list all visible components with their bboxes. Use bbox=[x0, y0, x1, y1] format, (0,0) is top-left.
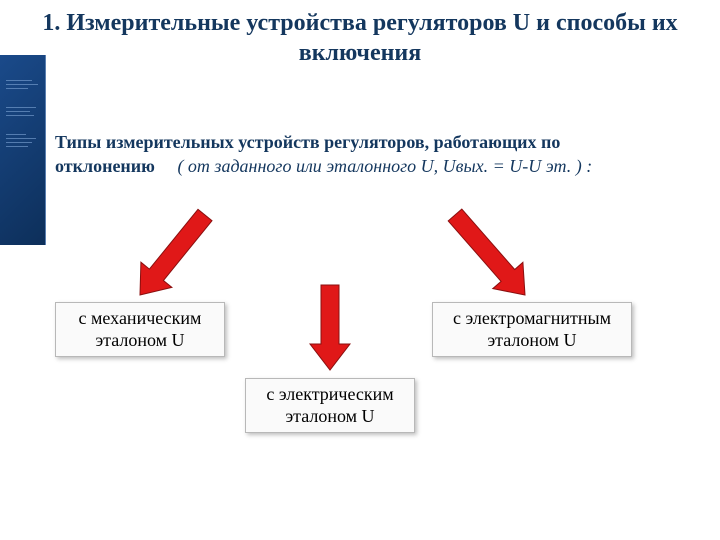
arrow-middle bbox=[310, 285, 350, 370]
box-electrical: с электрическим эталоном U bbox=[245, 378, 415, 433]
subtitle-line2-bold: отклонению bbox=[55, 156, 155, 176]
arrow-right bbox=[448, 209, 525, 295]
arrow-middle-shape bbox=[310, 285, 350, 370]
subtitle-spacer bbox=[159, 156, 173, 176]
box-mechanical-label: с механическим эталоном U bbox=[62, 308, 218, 351]
box-mechanical: с механическим эталоном U bbox=[55, 302, 225, 357]
subtitle-line2-italic: ( от заданного или эталонного U, Uвых. =… bbox=[177, 156, 592, 176]
slide: 1. Измерительные устройства регуляторов … bbox=[0, 0, 720, 540]
arrow-right-shape bbox=[448, 209, 525, 295]
slide-subtitle: Типы измерительных устройств регуляторов… bbox=[55, 130, 675, 179]
arrow-layer bbox=[0, 0, 720, 540]
bg-accent-lines bbox=[6, 80, 40, 165]
box-electromagnetic: с электромагнитным эталоном U bbox=[432, 302, 632, 357]
arrow-left bbox=[140, 209, 212, 295]
arrow-left-shape bbox=[140, 209, 212, 295]
box-electrical-label: с электрическим эталоном U bbox=[252, 384, 408, 427]
box-electromagnetic-label: с электромагнитным эталоном U bbox=[439, 308, 625, 351]
subtitle-line1: Типы измерительных устройств регуляторов… bbox=[55, 132, 560, 152]
slide-title: 1. Измерительные устройства регуляторов … bbox=[40, 8, 680, 68]
